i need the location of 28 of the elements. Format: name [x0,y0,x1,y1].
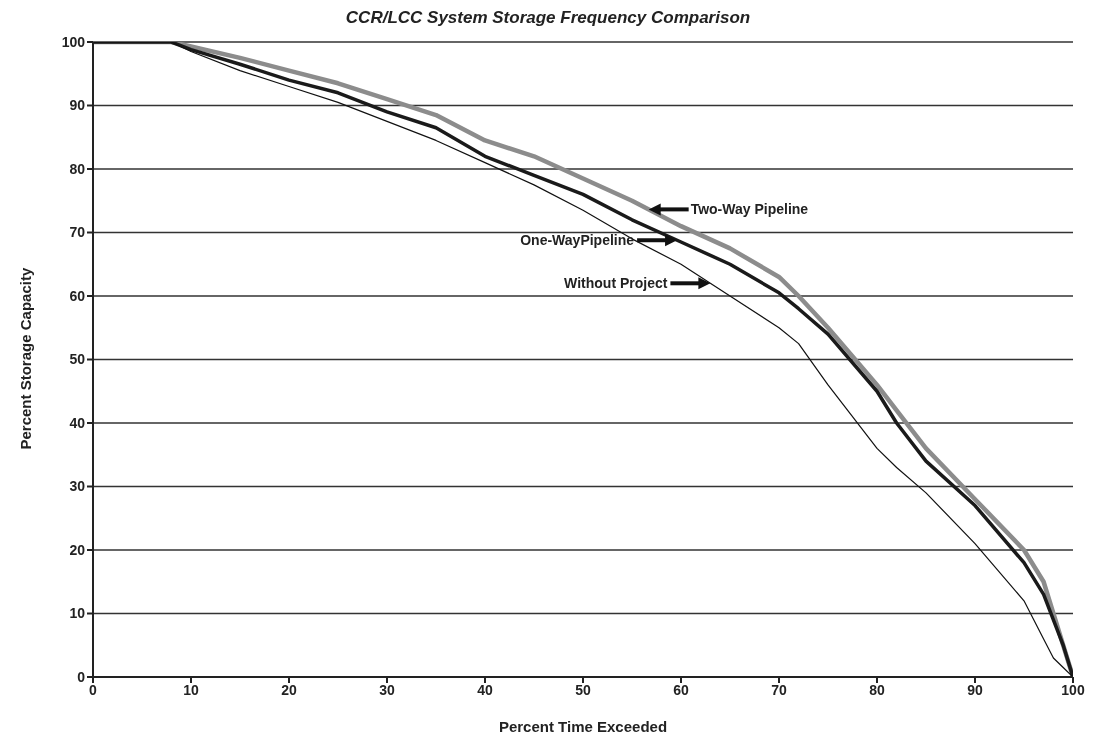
x-tick-label: 90 [967,681,983,698]
y-tick-label: 20 [69,541,86,558]
x-tick-label: 80 [869,681,885,698]
y-tick-label: 80 [69,160,86,177]
series-label: Two-Way Pipeline [690,201,809,218]
x-tick-label: 20 [281,681,297,698]
y-tick-label: 100 [61,33,86,50]
y-tick-label: 50 [69,351,86,368]
x-tick-label: 30 [379,681,395,698]
y-tick-label: 60 [69,287,86,304]
legend-label: One-WayPipeline [520,232,635,249]
y-tick-label: 70 [69,224,86,241]
y-tick-label: 30 [69,478,86,495]
x-tick-label: 50 [575,681,591,698]
x-tick-label: 10 [183,681,199,698]
x-tick-label: 60 [673,681,689,698]
y-tick-label: 90 [69,97,86,114]
chart-title: CCR/LCC System Storage Frequency Comparison [344,8,752,29]
y-axis-title: Percent Storage Capacity [17,267,35,450]
x-tick-label: 0 [89,681,98,698]
x-tick-label: 40 [477,681,493,698]
x-tick-label: 70 [771,681,787,698]
y-tick-label: 10 [69,605,86,622]
y-tick-label: 40 [69,414,86,431]
y-tick-label: 0 [77,668,86,685]
x-axis-title: Percent Time Exceeded [498,718,668,735]
legend-label: Without Project [564,275,668,292]
x-tick-label: 100 [1061,681,1085,698]
